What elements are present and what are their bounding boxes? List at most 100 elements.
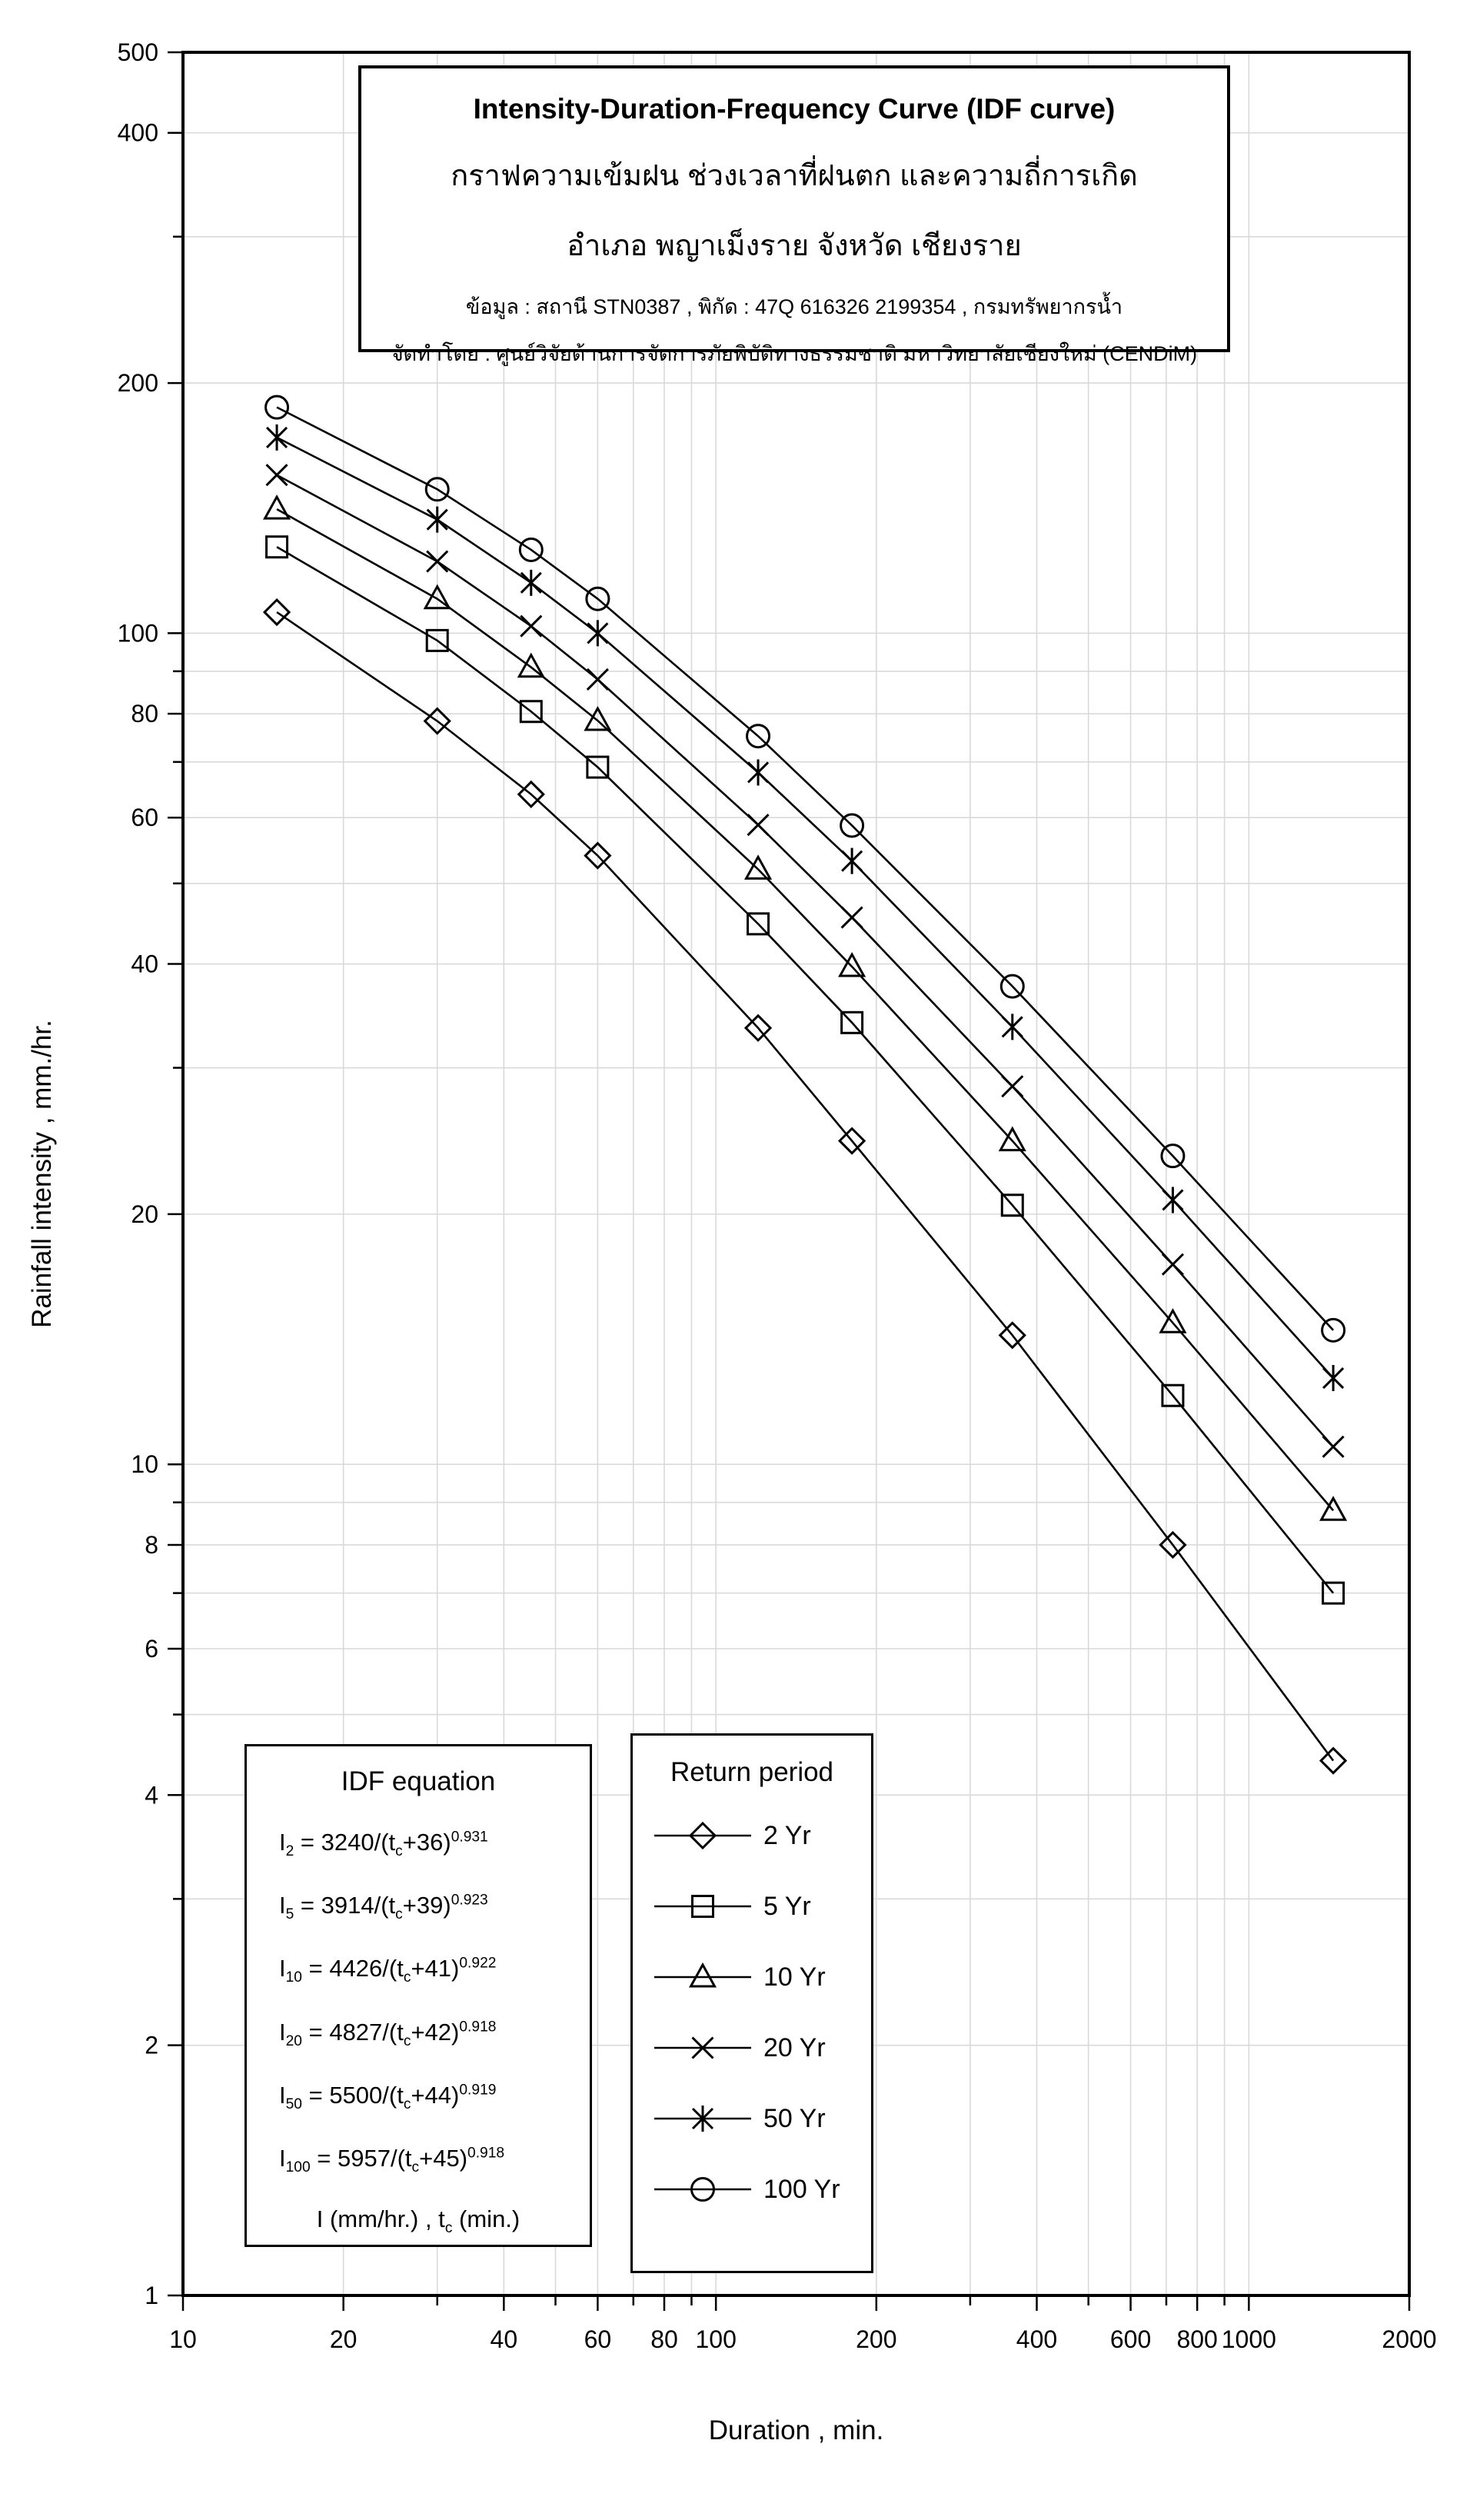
- y-tick-label-100: 100: [118, 619, 158, 647]
- marker-50-yr-45min: [520, 569, 542, 596]
- legend-marker-diamond: [688, 1821, 717, 1850]
- idf-equation-5yr: I5 = 3914/(tc+39)0.923: [279, 1892, 488, 1923]
- series-line-20-yr: [276, 474, 1335, 1448]
- series-100-yr: [264, 394, 1346, 1343]
- series-line-10-yr: [276, 508, 1335, 1512]
- series-line-5-yr: [276, 546, 1335, 1594]
- legend-triangle-icon: [654, 1962, 751, 1988]
- marker-20-yr-1440min: [1322, 1435, 1345, 1458]
- legend-marker-x: [691, 2036, 714, 2059]
- series-line-2-yr: [276, 611, 1335, 1762]
- marker-10-yr-30min: [423, 584, 451, 610]
- series-line-50-yr: [276, 436, 1335, 1379]
- y-tick-label-8: 8: [145, 1531, 158, 1559]
- marker-10-yr-120min: [744, 854, 773, 880]
- marker-5-yr-720min: [1161, 1383, 1185, 1407]
- legend-item-10-yr: 10 Yr: [633, 1942, 871, 2012]
- marker-10-yr-45min: [517, 652, 545, 678]
- marker-20-yr-30min: [426, 550, 449, 573]
- marker-2-yr-30min: [423, 707, 451, 735]
- y-axis-title: Rainfall intensity , mm./hr.: [27, 1020, 57, 1328]
- marker-100-yr-60min: [585, 586, 610, 611]
- marker-100-yr-120min: [746, 724, 771, 749]
- marker-50-yr-720min: [1162, 1187, 1184, 1213]
- chart-title-english: Intensity-Duration-Frequency Curve (IDF …: [473, 93, 1116, 125]
- marker-20-yr-60min: [586, 667, 609, 691]
- x-tick-label-100: 100: [695, 2325, 736, 2353]
- idf-equation-box-title: IDF equation: [341, 1766, 496, 1796]
- marker-5-yr-15min: [265, 535, 289, 559]
- marker-2-yr-120min: [743, 1014, 773, 1042]
- plot-frame: [181, 51, 1411, 2297]
- marker-100-yr-180min: [840, 813, 865, 838]
- legend-marker-circle: [690, 2177, 715, 2202]
- marker-2-yr-720min: [1159, 1530, 1187, 1560]
- idf-equation-box: IDF equation I2 = 3240/(tc+36)0.931 I5 = …: [244, 1744, 592, 2247]
- legend-label-2-yr: 2 Yr: [763, 1820, 811, 1850]
- idf-equation-50yr: I50 = 5500/(tc+44)0.919: [279, 2081, 497, 2112]
- idf-equation-100yr: I100 = 5957/(tc+45)0.918: [279, 2144, 505, 2176]
- x-tick-label-1000: 1000: [1222, 2325, 1276, 2353]
- chart-prepared-by: จัดทำโดย : ศูนย์วิจัยด้านการจัดการภัยพิบ…: [391, 342, 1198, 365]
- marker-5-yr-180min: [840, 1010, 864, 1034]
- marker-10-yr-180min: [838, 951, 866, 977]
- legend-label-10-yr: 10 Yr: [763, 1962, 826, 1992]
- legend-item-20-yr: 20 Yr: [633, 2012, 871, 2083]
- marker-20-yr-180min: [840, 906, 863, 929]
- y-tick-label-6: 6: [145, 1635, 158, 1663]
- marker-10-yr-1440min: [1319, 1496, 1348, 1521]
- legend-box: Return period 2 Yr 5 Yr 10 Yr 20 Yr 50 Yr 100…: [630, 1733, 873, 2273]
- axis-ticks: [168, 51, 1411, 2311]
- series-line-100-yr: [276, 406, 1335, 1331]
- legend-items: 2 Yr 5 Yr 10 Yr 20 Yr 50 Yr 100 Yr: [633, 1800, 871, 2225]
- marker-50-yr-120min: [747, 759, 770, 786]
- marker-100-yr-30min: [424, 477, 450, 502]
- marker-50-yr-60min: [587, 620, 609, 647]
- y-tick-label-60: 60: [131, 804, 158, 831]
- marker-5-yr-360min: [1000, 1193, 1024, 1217]
- series-20-yr: [265, 464, 1345, 1458]
- marker-2-yr-45min: [517, 780, 545, 809]
- marker-20-yr-720min: [1161, 1253, 1185, 1276]
- y-tick-label-10: 10: [131, 1450, 158, 1478]
- x-tick-label-60: 60: [584, 2325, 612, 2353]
- marker-5-yr-1440min: [1322, 1581, 1345, 1605]
- marker-20-yr-15min: [265, 464, 288, 487]
- marker-50-yr-360min: [1001, 1014, 1023, 1040]
- marker-2-yr-15min: [262, 598, 291, 627]
- marker-20-yr-120min: [747, 814, 770, 837]
- marker-5-yr-30min: [425, 628, 449, 652]
- marker-10-yr-360min: [998, 1126, 1026, 1152]
- marker-2-yr-360min: [998, 1321, 1026, 1350]
- marker-10-yr-60min: [584, 705, 612, 731]
- series: [262, 394, 1348, 1775]
- idf-equation-20yr: I20 = 4827/(tc+42)0.918: [279, 2018, 497, 2049]
- legend-marker-square: [691, 1895, 714, 1918]
- legend-title: Return period: [670, 1757, 834, 1787]
- marker-50-yr-180min: [841, 847, 863, 874]
- marker-20-yr-360min: [1001, 1075, 1024, 1098]
- x-tick-label-20: 20: [330, 2325, 358, 2353]
- x-tick-label-800: 800: [1176, 2325, 1217, 2353]
- marker-50-yr-30min: [426, 506, 448, 533]
- legend-label-100-yr: 100 Yr: [763, 2174, 840, 2204]
- chart-location-thai: อำเภอ พญาเม็งราย จังหวัด เชียงราย: [567, 230, 1022, 262]
- marker-100-yr-15min: [264, 394, 290, 420]
- series-10-yr: [263, 494, 1348, 1521]
- marker-5-yr-60min: [586, 755, 610, 779]
- marker-2-yr-1440min: [1319, 1746, 1348, 1775]
- marker-2-yr-180min: [837, 1127, 866, 1155]
- idf-equation-list: I2 = 3240/(tc+36)0.931 I5 = 3914/(tc+39)0…: [247, 1829, 590, 2176]
- chart-title-thai: กราฟความเข้มฝน ช่วงเวลาที่ฝนตก และความถี…: [451, 160, 1138, 192]
- x-tick-label-40: 40: [491, 2325, 518, 2353]
- series-50-yr: [266, 424, 1345, 1392]
- x-tick-label-600: 600: [1110, 2325, 1151, 2353]
- legend-label-20-yr: 20 Yr: [763, 2032, 826, 2062]
- marker-10-yr-720min: [1159, 1308, 1187, 1333]
- idf-equation-2yr: I2 = 3240/(tc+36)0.931: [279, 1829, 488, 1860]
- x-tick-label-200: 200: [856, 2325, 896, 2353]
- legend-label-5-yr: 5 Yr: [763, 1891, 811, 1921]
- marker-2-yr-60min: [584, 841, 612, 870]
- legend-diamond-icon: [654, 1821, 751, 1850]
